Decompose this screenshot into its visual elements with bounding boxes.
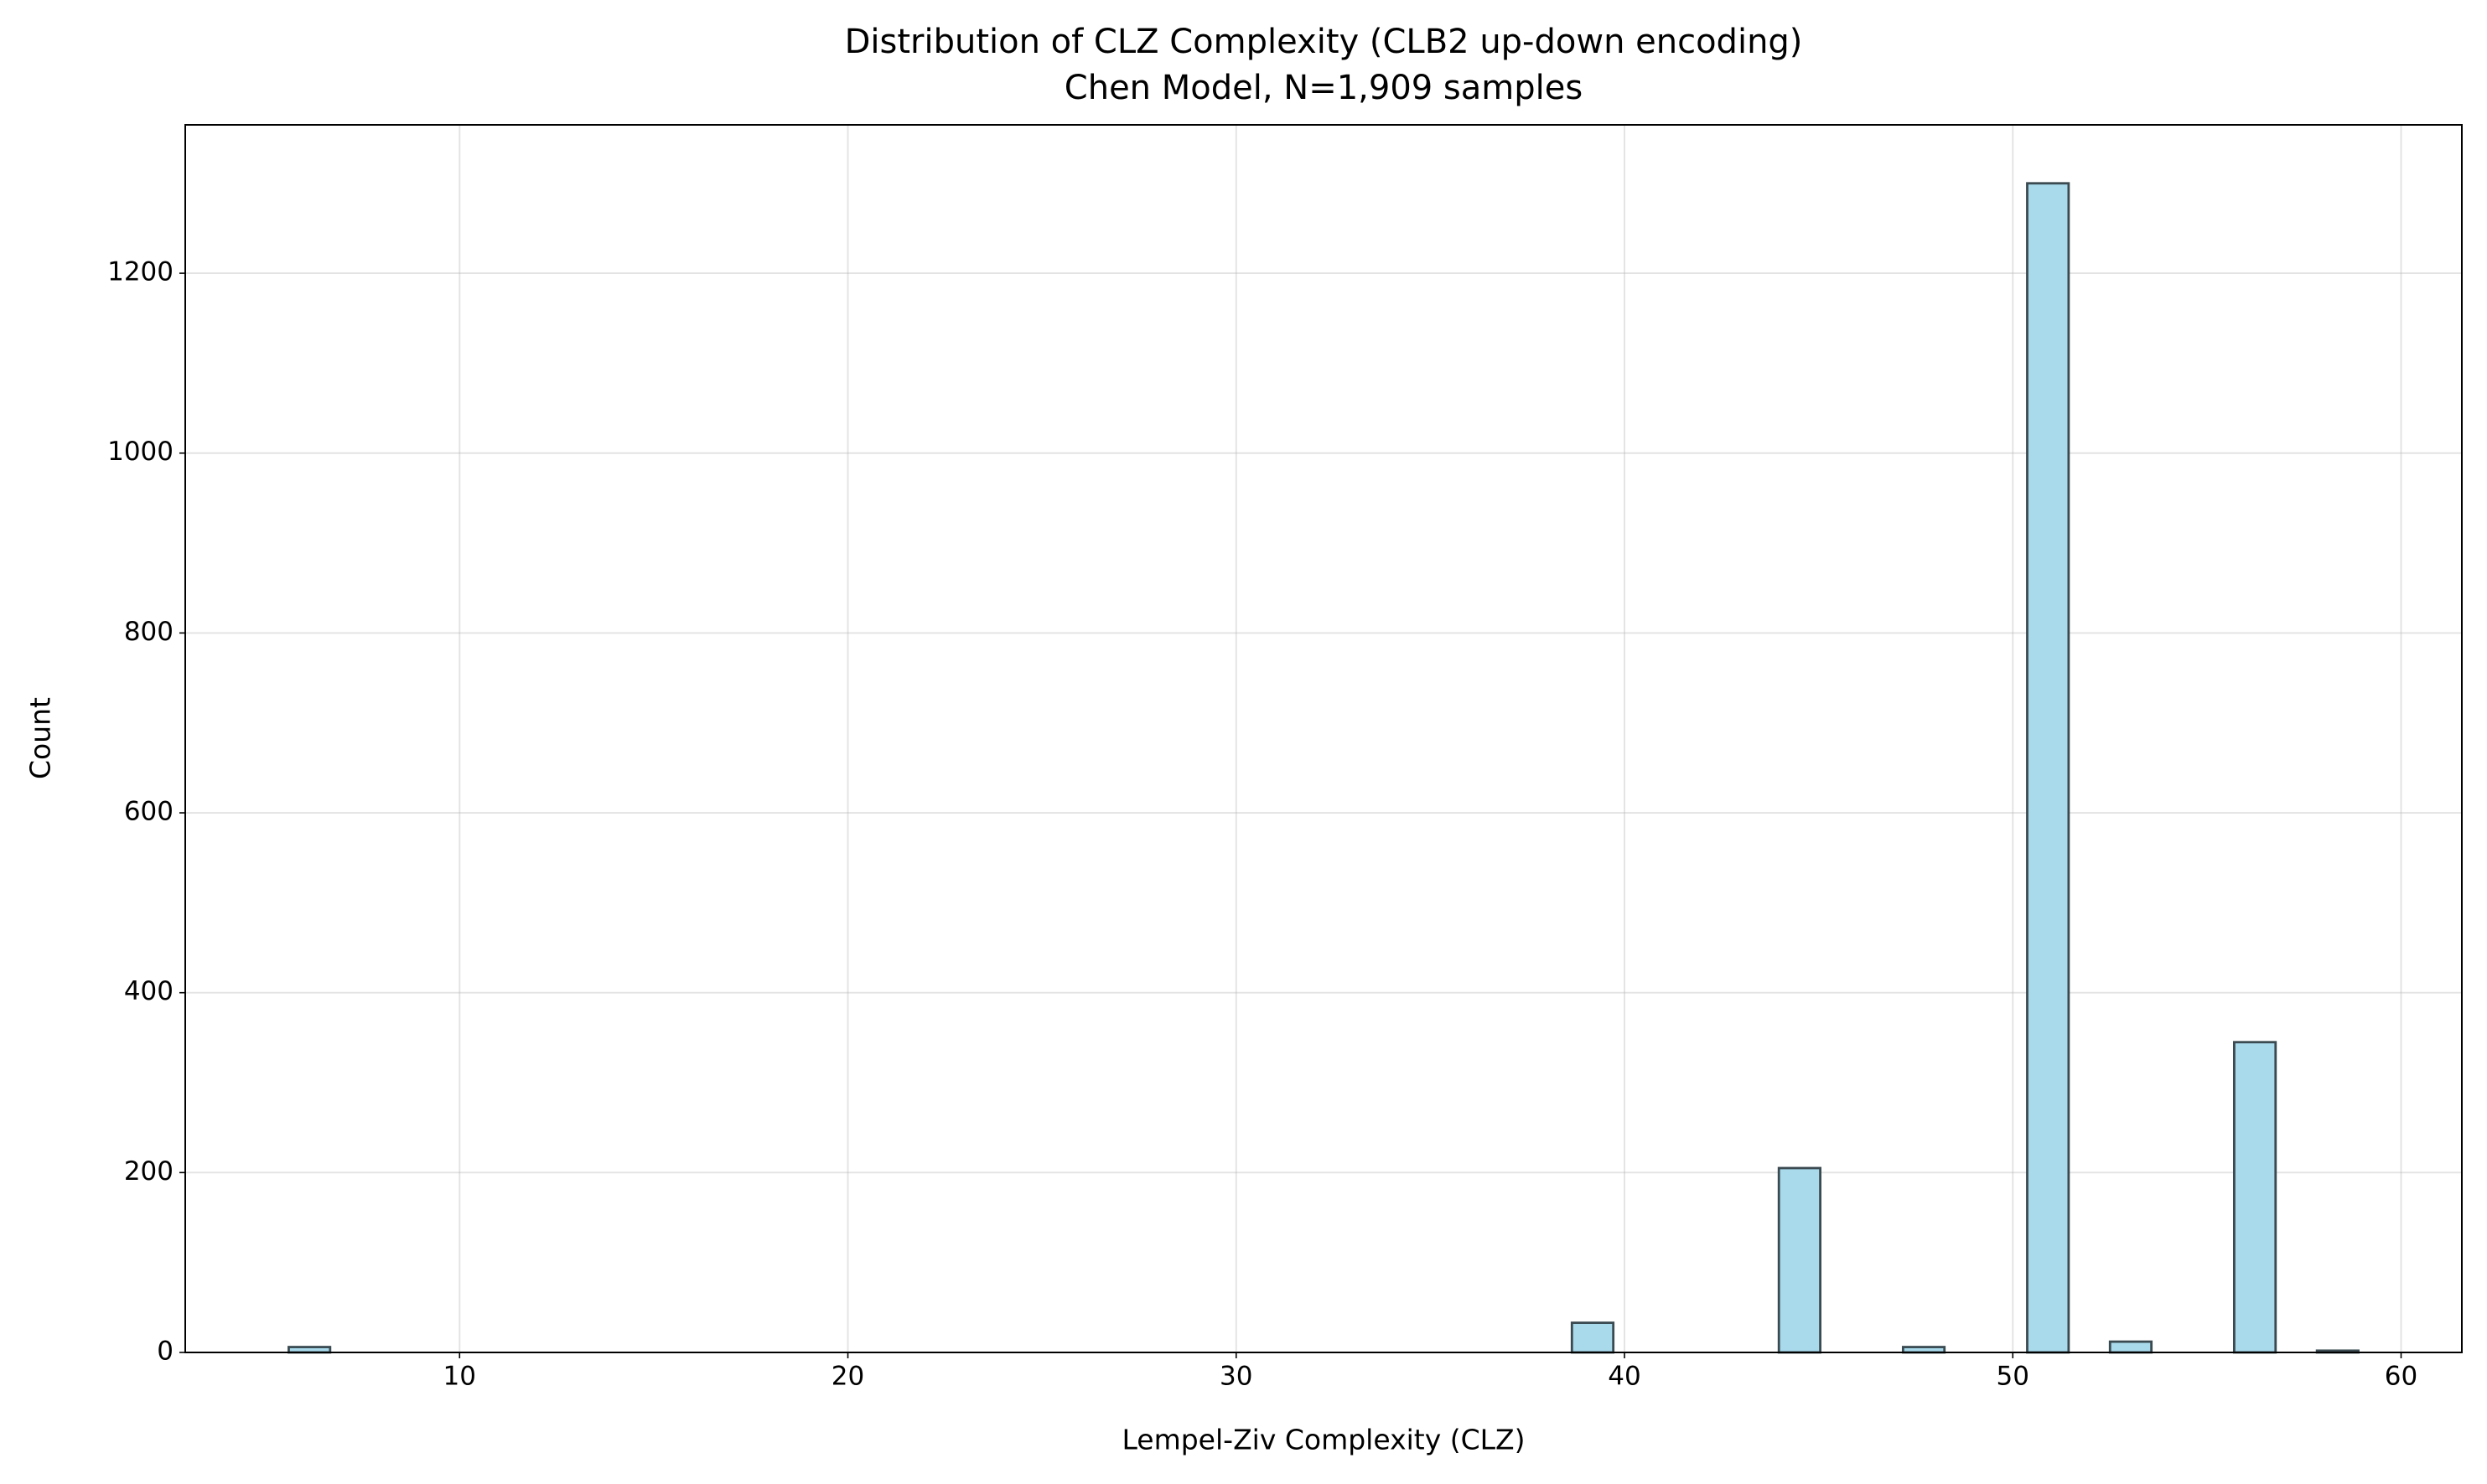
y-tick-label: 800	[124, 617, 174, 647]
x-tick-label: 20	[832, 1362, 864, 1392]
x-tick-label: 30	[1220, 1362, 1252, 1392]
x-axis-label: Lempel-Ziv Complexity (CLZ)	[1122, 1424, 1525, 1456]
bar	[2108, 1340, 2153, 1354]
y-tick-label: 1000	[107, 437, 174, 467]
y-tick-label: 600	[124, 797, 174, 827]
x-tick-label: 60	[2385, 1362, 2417, 1392]
plot-frame	[184, 124, 2463, 1353]
x-tick-label: 40	[1608, 1362, 1640, 1392]
y-tick-label: 0	[157, 1337, 174, 1367]
bar	[1777, 1166, 1821, 1354]
x-tick-label: 50	[1997, 1362, 2029, 1392]
y-tick-label: 400	[124, 976, 174, 1006]
y-tick-label: 1200	[107, 257, 174, 287]
bar	[1570, 1321, 1615, 1354]
chart-subtitle: Chen Model, N=1,909 samples	[1065, 69, 1583, 107]
y-tick-label: 200	[124, 1156, 174, 1187]
x-tick-label: 10	[443, 1362, 476, 1392]
bar	[2232, 1041, 2277, 1354]
chart-title: Distribution of CLZ Complexity (CLB2 up-…	[845, 23, 1803, 61]
bar	[2026, 182, 2070, 1354]
y-axis-label: Count	[24, 697, 57, 779]
